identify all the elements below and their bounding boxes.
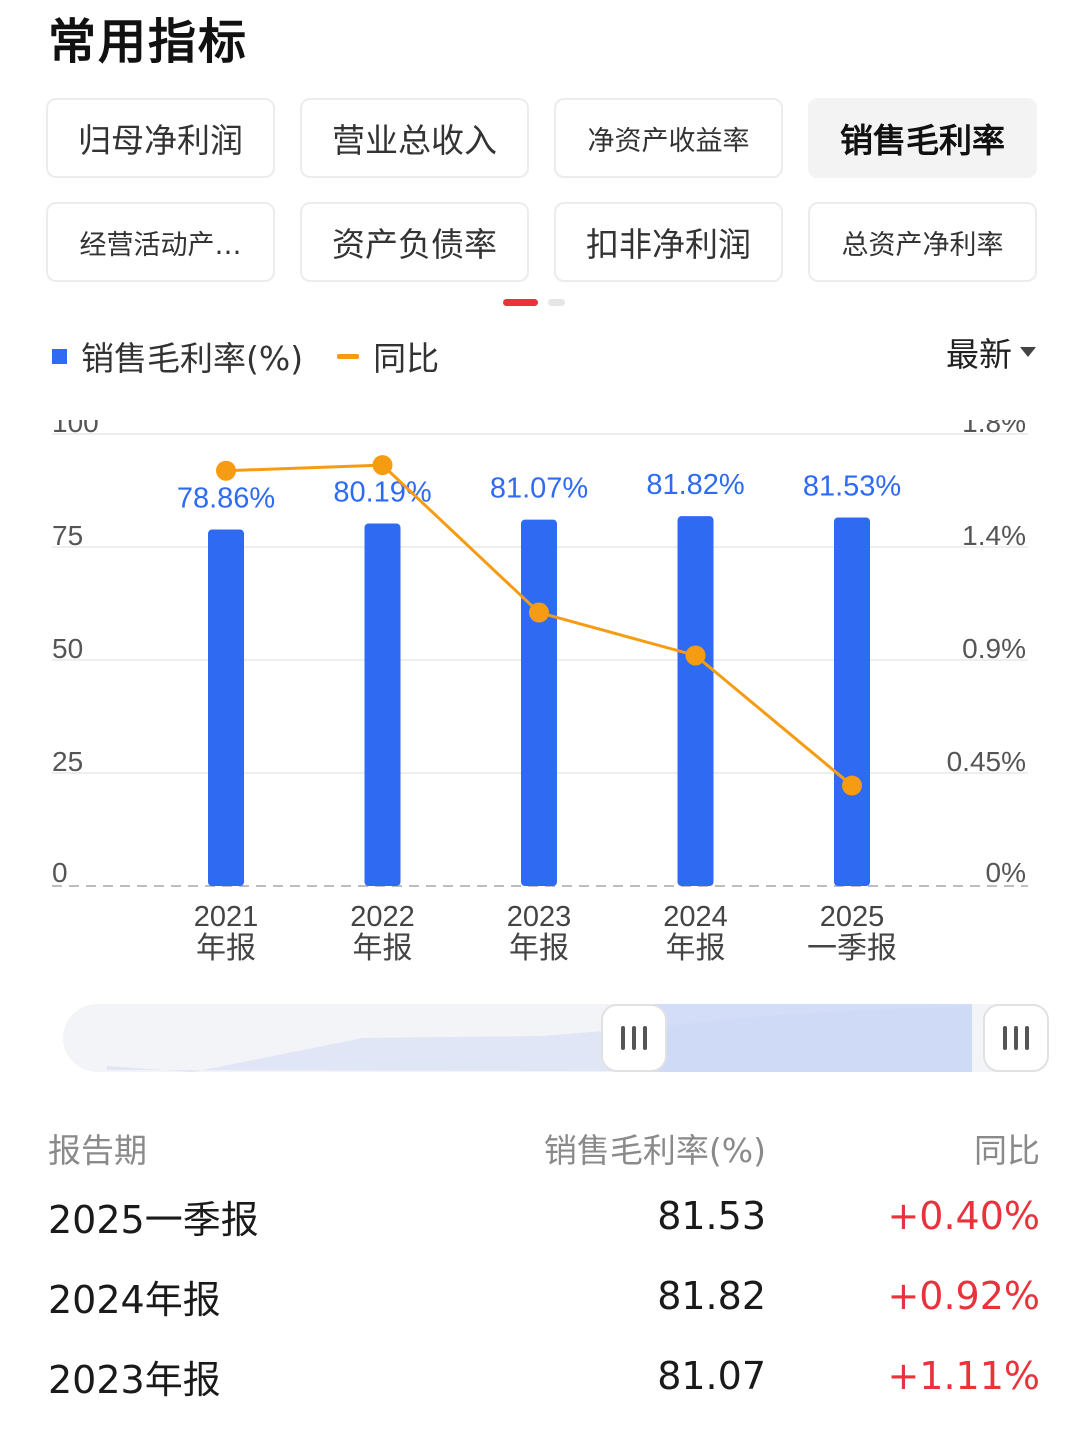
grip-line-icon (1025, 1026, 1029, 1050)
x-tick-period: 一季报 (807, 932, 897, 965)
tab-roa[interactable]: 总资产净利率 (808, 202, 1037, 282)
x-tick-year: 2021 (194, 901, 259, 933)
row-period: 2025一季报 (48, 1197, 259, 1242)
sort-label: 最新 (946, 335, 1012, 374)
grip-line-icon (632, 1026, 636, 1050)
grip-line-icon (643, 1026, 647, 1050)
row-margin: 81.82 (657, 1274, 766, 1318)
table-row[interactable]: 2024年报 81.82 +0.92% (48, 1256, 1040, 1336)
row-yoy: +0.92% (887, 1274, 1040, 1318)
y-right-tick-label: 0.45% (947, 746, 1026, 777)
row-yoy: +1.11% (887, 1354, 1040, 1398)
yoy-point-2025 (842, 775, 862, 796)
bar-value-label: 81.82% (646, 469, 744, 501)
x-tick-year: 2023 (507, 901, 572, 933)
bar-2021 (208, 529, 244, 886)
tab-deducted-net-profit[interactable]: 扣非净利润 (554, 202, 783, 282)
grip-line-icon (1014, 1026, 1018, 1050)
page-dot[interactable] (548, 299, 565, 306)
yoy-point-2024 (685, 645, 706, 666)
y-right-tick-label: 0% (986, 857, 1026, 888)
yoy-point-2023 (529, 602, 549, 623)
sort-dropdown[interactable]: 最新 (946, 328, 1036, 376)
bar-2023 (521, 519, 557, 886)
bar-2025 (834, 517, 870, 886)
tab-operating-cash[interactable]: 经营活动产… (46, 202, 275, 282)
y-right-tick-label: 1.4% (962, 520, 1026, 551)
x-tick-year: 2025 (820, 901, 885, 933)
slider-handle-right[interactable] (983, 1004, 1049, 1072)
tab-total-revenue[interactable]: 营业总收入 (300, 98, 529, 178)
data-table: 报告期 销售毛利率(%) 同比 2025一季报 81.53 +0.40% 202… (48, 1120, 1040, 1416)
row-margin: 81.07 (657, 1354, 766, 1398)
slider-handle-left[interactable] (601, 1004, 667, 1072)
page-indicator (503, 299, 565, 306)
x-tick-period: 年报 (509, 932, 569, 965)
bar-2022 (364, 523, 401, 886)
x-tick-year: 2022 (350, 901, 415, 933)
bar-legend-label: 销售毛利率(%) (81, 339, 304, 378)
grip-line-icon (621, 1026, 625, 1050)
caret-down-icon (1020, 347, 1036, 357)
row-yoy: +0.40% (887, 1194, 1040, 1238)
bar-value-label: 81.53% (803, 470, 901, 502)
bar-value-label: 80.19% (333, 477, 431, 509)
tab-roe[interactable]: 净资产收益率 (554, 98, 783, 178)
range-slider[interactable] (63, 1004, 1049, 1072)
y-left-tick-label: 0 (52, 857, 68, 888)
x-tick-period: 年报 (353, 932, 413, 965)
chart-legend: 销售毛利率(%) 同比 (52, 332, 439, 380)
tab-net-profit[interactable]: 归母净利润 (46, 98, 275, 178)
x-tick-period: 年报 (196, 932, 256, 965)
page-dot-active[interactable] (503, 299, 538, 306)
row-period: 2023年报 (48, 1357, 221, 1402)
table-header: 报告期 销售毛利率(%) 同比 (48, 1120, 1040, 1176)
row-margin: 81.53 (657, 1194, 766, 1238)
line-legend-swatch (337, 353, 360, 359)
header-yoy: 同比 (974, 1131, 1040, 1170)
header-period: 报告期 (48, 1131, 147, 1170)
grip-line-icon (1003, 1026, 1007, 1050)
tab-gross-margin[interactable]: 销售毛利率 (808, 98, 1037, 178)
page-title: 常用指标 (48, 14, 249, 70)
y-right-tick-label: 0.9% (962, 633, 1026, 664)
header-margin: 销售毛利率(%) (543, 1131, 766, 1170)
bar-legend-swatch (52, 348, 67, 364)
bar-value-label: 78.86% (177, 483, 275, 515)
y-left-tick-label: 50 (52, 633, 83, 664)
x-tick-period: 年报 (666, 932, 726, 965)
x-tick-year: 2024 (663, 901, 728, 933)
y-right-tick-label: 1.8% (962, 420, 1026, 438)
gross-margin-chart[interactable]: 0 25 50 75 100 0% 0.45% 0.9% 1.4% 1.8% 78.86% 80.19… (0, 420, 1080, 980)
table-row[interactable]: 2025一季报 81.53 +0.40% (48, 1176, 1040, 1256)
table-row[interactable]: 2023年报 81.07 +1.11% (48, 1336, 1040, 1416)
yoy-point-2021 (216, 460, 236, 481)
y-left-tick-label: 75 (52, 520, 83, 551)
y-left-tick-label: 25 (52, 746, 83, 777)
indicator-tabs: 归母净利润 营业总收入 净资产收益率 销售毛利率 经营活动产… 资产负债率 扣非… (46, 98, 1037, 282)
tab-debt-ratio[interactable]: 资产负债率 (300, 202, 529, 282)
line-legend-label: 同比 (373, 339, 440, 378)
bar-value-label: 81.07% (490, 473, 588, 505)
row-period: 2024年报 (48, 1277, 221, 1322)
y-left-tick-label: 100 (52, 420, 99, 438)
yoy-point-2022 (372, 455, 393, 476)
slider-preview (107, 1004, 972, 1072)
bar-2024 (677, 516, 714, 886)
